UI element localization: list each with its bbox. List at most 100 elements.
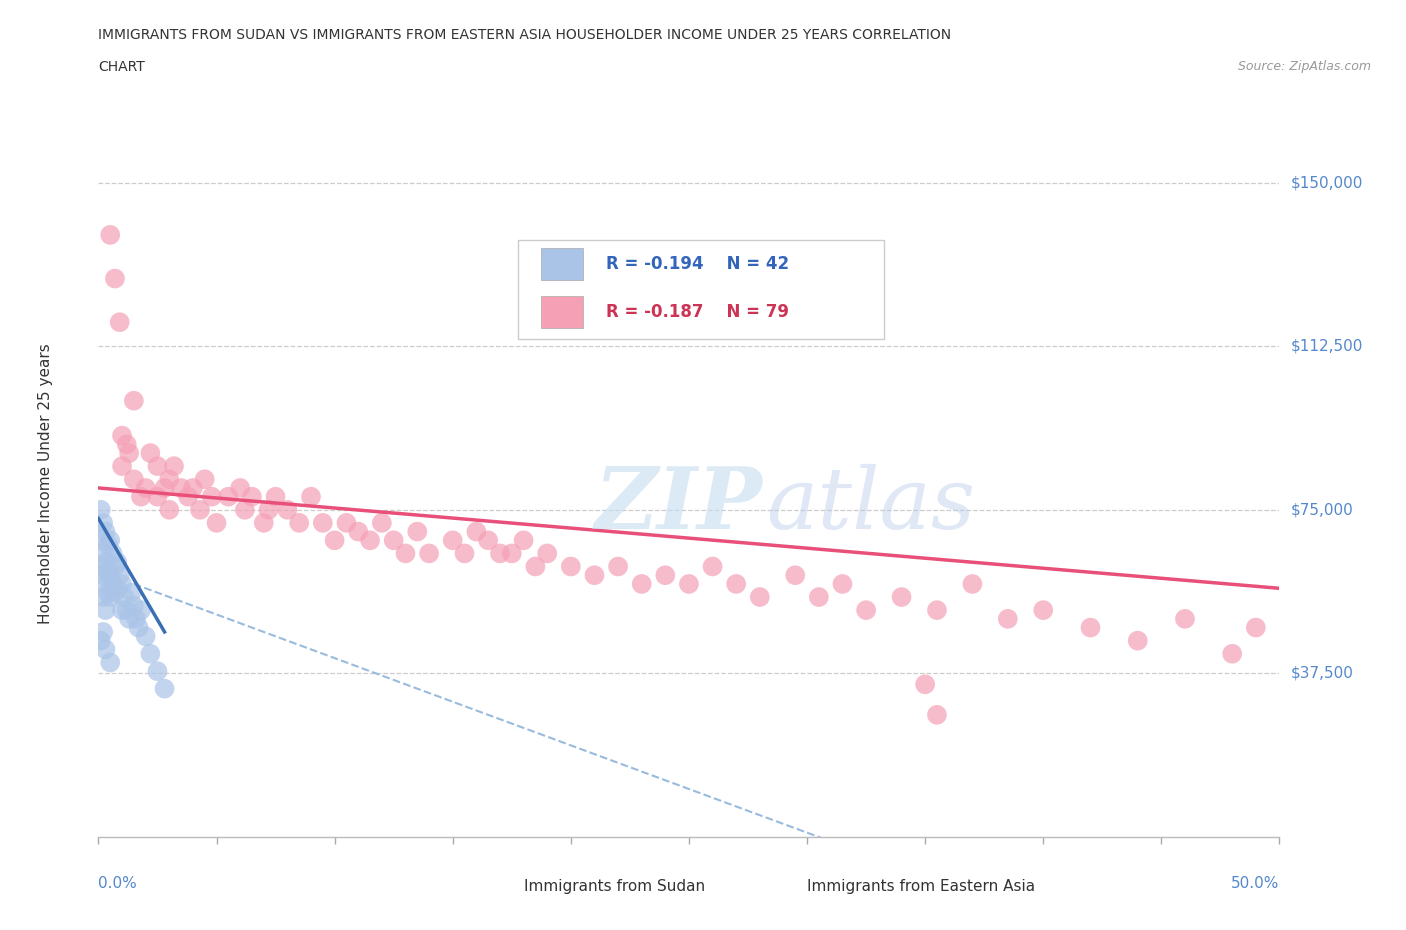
Point xyxy=(91,568,114,583)
Text: Immigrants from Eastern Asia: Immigrants from Eastern Asia xyxy=(807,879,1035,894)
Point xyxy=(139,445,162,460)
Point xyxy=(111,603,134,618)
Point xyxy=(129,489,152,504)
Point xyxy=(98,533,121,548)
Text: atlas: atlas xyxy=(766,463,974,546)
Point xyxy=(111,428,134,443)
Text: Immigrants from Sudan: Immigrants from Sudan xyxy=(523,879,704,894)
Point xyxy=(394,546,416,561)
Point xyxy=(181,481,204,496)
Point xyxy=(299,489,322,504)
Point xyxy=(177,489,200,504)
Bar xyxy=(541,248,582,280)
Point xyxy=(312,515,335,530)
Point xyxy=(654,568,676,583)
Point xyxy=(201,489,224,504)
Point xyxy=(1080,620,1102,635)
Point xyxy=(288,515,311,530)
Point xyxy=(512,533,534,548)
Point xyxy=(962,577,984,591)
Bar xyxy=(541,297,582,328)
Point xyxy=(129,603,152,618)
Point xyxy=(98,228,121,243)
Point xyxy=(1174,611,1197,626)
Point xyxy=(105,581,128,596)
Point xyxy=(153,681,176,696)
Point xyxy=(105,554,128,569)
Point xyxy=(90,633,112,648)
Point xyxy=(122,393,145,408)
Point xyxy=(323,533,346,548)
Text: $112,500: $112,500 xyxy=(1291,339,1362,353)
Point xyxy=(359,533,381,548)
Text: Source: ZipAtlas.com: Source: ZipAtlas.com xyxy=(1237,60,1371,73)
Point xyxy=(233,502,256,517)
Point xyxy=(725,577,748,591)
Point xyxy=(382,533,405,548)
Text: 50.0%: 50.0% xyxy=(1232,876,1279,891)
Text: $150,000: $150,000 xyxy=(1291,175,1362,190)
FancyBboxPatch shape xyxy=(517,240,884,339)
Point xyxy=(371,515,394,530)
Point xyxy=(335,515,357,530)
Point xyxy=(489,546,512,561)
Point xyxy=(831,577,853,591)
Point xyxy=(125,611,148,626)
Text: R = -0.187    N = 79: R = -0.187 N = 79 xyxy=(606,303,789,321)
Point xyxy=(1032,603,1054,618)
Text: $75,000: $75,000 xyxy=(1291,502,1354,517)
Point xyxy=(135,629,157,644)
Point xyxy=(97,538,120,552)
Point xyxy=(146,458,169,473)
Text: Householder Income Under 25 years: Householder Income Under 25 years xyxy=(38,343,53,624)
Point xyxy=(188,502,211,517)
Text: IMMIGRANTS FROM SUDAN VS IMMIGRANTS FROM EASTERN ASIA HOUSEHOLDER INCOME UNDER 2: IMMIGRANTS FROM SUDAN VS IMMIGRANTS FROM… xyxy=(98,28,952,42)
Text: 0.0%: 0.0% xyxy=(98,876,138,891)
Point xyxy=(925,603,948,618)
Point xyxy=(347,525,370,539)
Point xyxy=(128,620,150,635)
Point xyxy=(583,568,606,583)
Point xyxy=(146,664,169,679)
Point xyxy=(104,559,127,574)
Point xyxy=(1244,620,1267,635)
Point xyxy=(240,489,263,504)
Point xyxy=(91,590,114,604)
Point xyxy=(997,611,1019,626)
Point xyxy=(101,546,124,561)
Point xyxy=(90,559,112,574)
Point xyxy=(118,611,141,626)
Point xyxy=(97,585,120,600)
Point xyxy=(170,481,193,496)
Point xyxy=(121,585,143,600)
Point xyxy=(112,590,135,604)
Point xyxy=(98,568,121,583)
Point xyxy=(418,546,440,561)
Point xyxy=(465,525,488,539)
Point xyxy=(678,577,700,591)
Point xyxy=(94,554,117,569)
Point xyxy=(890,590,912,604)
Point xyxy=(560,559,582,574)
Point xyxy=(111,458,134,473)
Point xyxy=(276,502,298,517)
Point xyxy=(122,472,145,486)
Point xyxy=(98,590,121,604)
Point xyxy=(406,525,429,539)
Point xyxy=(1126,633,1149,648)
Point xyxy=(153,481,176,496)
Point xyxy=(118,445,141,460)
Point xyxy=(501,546,523,561)
Text: CHART: CHART xyxy=(98,60,145,74)
Point xyxy=(607,559,630,574)
Point xyxy=(807,590,830,604)
Point xyxy=(914,677,936,692)
Point xyxy=(90,502,112,517)
Point xyxy=(91,546,114,561)
Point xyxy=(257,502,280,517)
Point xyxy=(264,489,287,504)
Point xyxy=(98,655,121,670)
Point xyxy=(135,481,157,496)
Point xyxy=(115,437,138,452)
Point xyxy=(785,568,807,583)
